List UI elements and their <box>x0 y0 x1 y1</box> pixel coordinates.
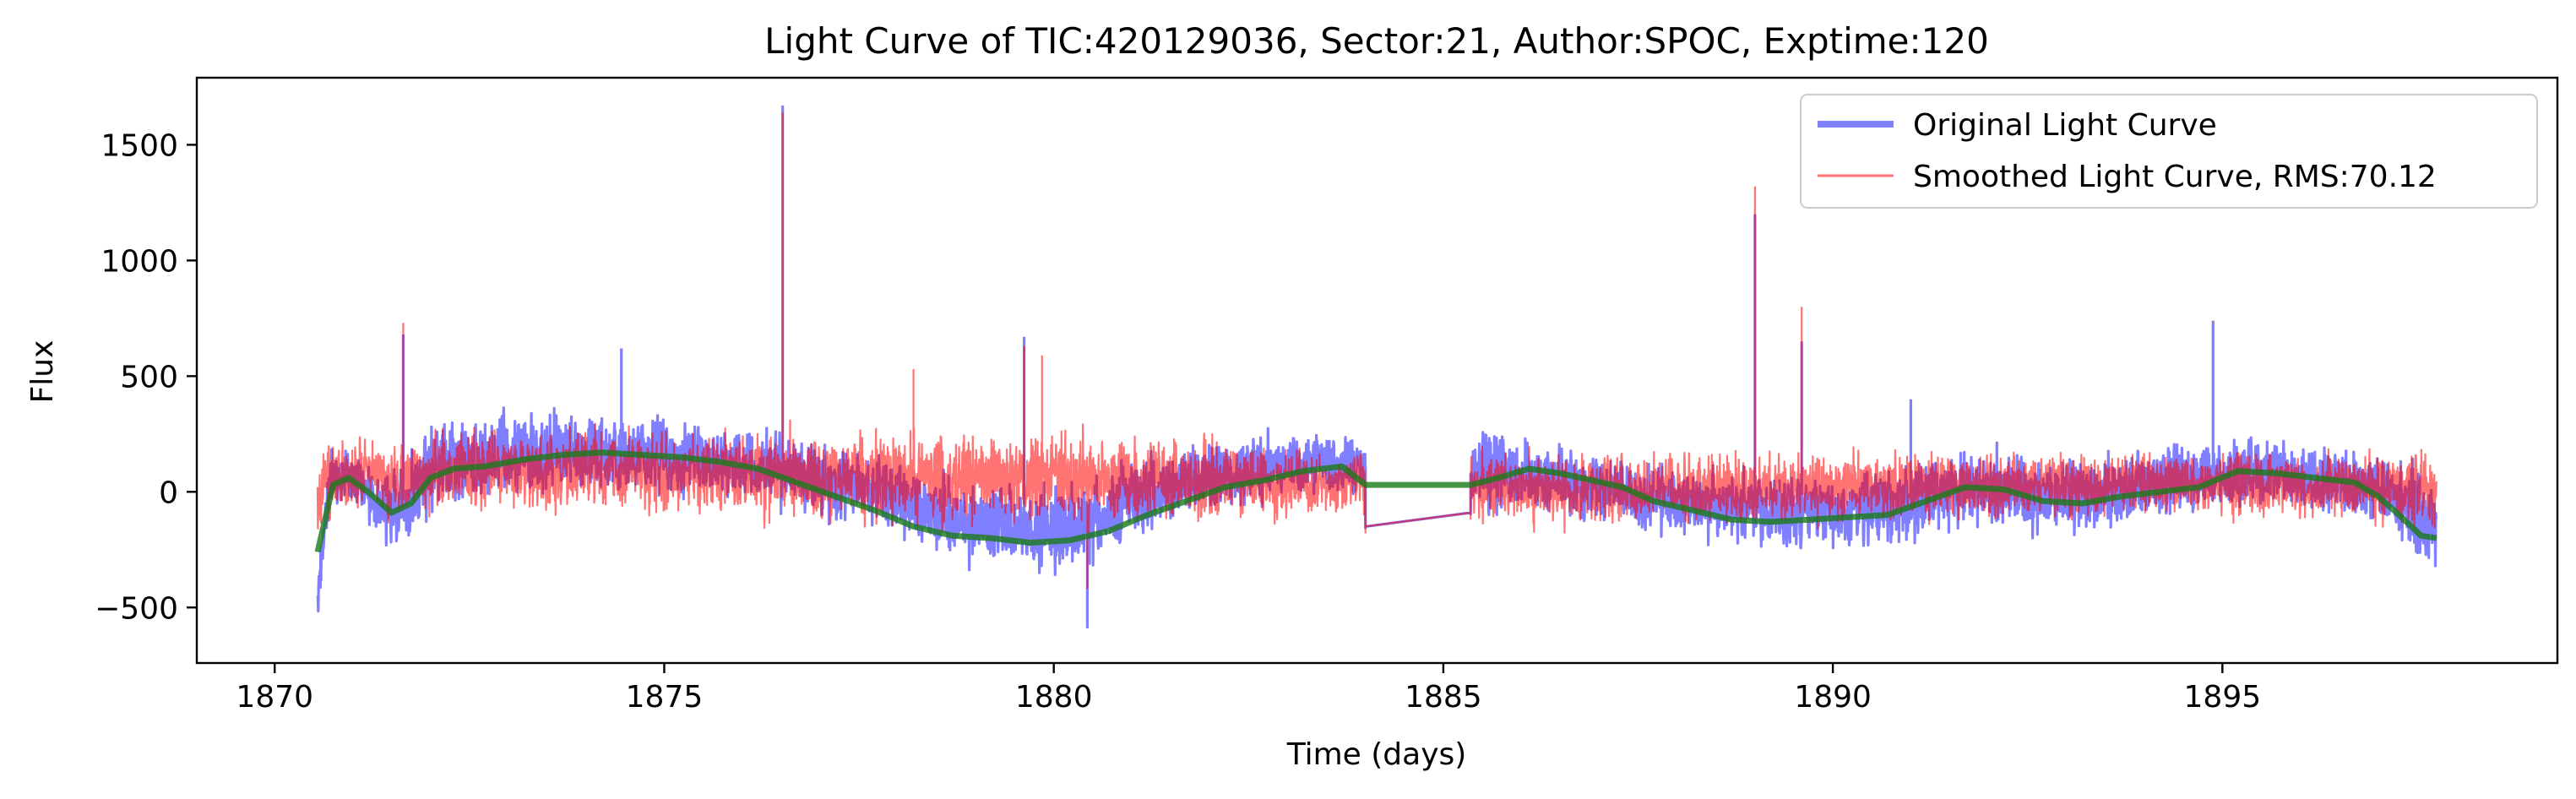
y-axis-label: Flux <box>25 340 60 404</box>
y-tick-label: 1000 <box>101 244 178 279</box>
y-tick-label: 1500 <box>101 128 178 163</box>
x-tick-label: 1880 <box>1015 680 1093 715</box>
legend-box <box>1800 94 2538 209</box>
chart-title: Light Curve of TIC:420129036, Sector:21,… <box>764 20 1989 62</box>
legend: Original Light Curve Smoothed Light Curv… <box>1800 94 2538 209</box>
legend-label-smoothed: Smoothed Light Curve, RMS:70.12 <box>1913 160 2437 194</box>
x-axis-ticks: 1870 1875 1880 1885 1890 1895 <box>236 663 2261 715</box>
x-tick-label: 1870 <box>236 680 313 715</box>
trend-line <box>314 449 2437 553</box>
x-tick-label: 1890 <box>1794 680 1872 715</box>
y-tick-label: 500 <box>120 360 178 394</box>
legend-label-original: Original Light Curve <box>1913 108 2217 143</box>
y-tick-label: −500 <box>95 591 178 626</box>
x-tick-label: 1885 <box>1405 680 1482 715</box>
smoothed-light-curve-line <box>316 112 2437 590</box>
y-axis-ticks: −500 0 500 1000 1500 <box>95 128 197 626</box>
axes-frame <box>195 76 2559 665</box>
x-axis-label: Time (days) <box>1286 737 1467 772</box>
y-tick-label: 0 <box>159 476 178 510</box>
data-traces <box>314 105 2438 628</box>
x-tick-label: 1895 <box>2184 680 2262 715</box>
x-tick-label: 1875 <box>626 680 704 715</box>
